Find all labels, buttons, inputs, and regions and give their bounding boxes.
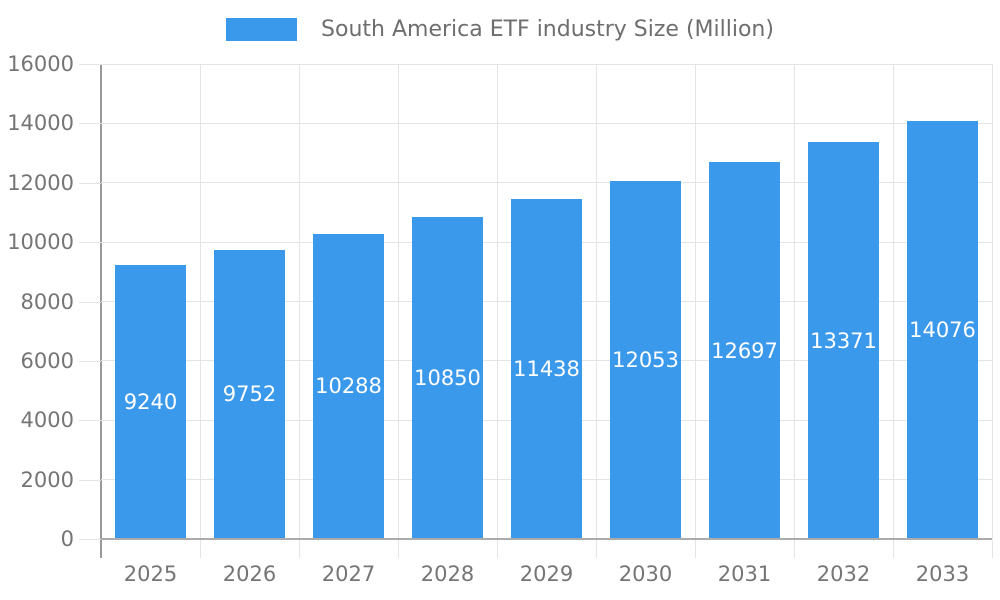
gridline-vertical: [298, 64, 300, 539]
bar-value-label: 10288: [315, 374, 382, 399]
x-axis-tick: [991, 540, 993, 558]
bar[interactable]: [115, 264, 186, 539]
y-axis-tick: [79, 182, 101, 184]
y-axis-tick: [79, 301, 101, 303]
y-tick-label: 16000: [7, 52, 74, 76]
bar[interactable]: [808, 142, 879, 539]
x-axis-tick: [397, 540, 399, 558]
y-tick-label: 4000: [20, 408, 74, 433]
x-tick-label: 2033: [915, 562, 970, 586]
y-tick-label: 10000: [7, 230, 74, 255]
bar[interactable]: [511, 199, 582, 539]
y-tick-label: 8000: [20, 289, 74, 314]
y-axis-line: [100, 64, 102, 558]
gridline-vertical: [892, 64, 894, 539]
gridline-horizontal: [101, 122, 992, 124]
bar[interactable]: [313, 233, 384, 539]
x-axis-tick: [199, 540, 201, 558]
y-axis-tick: [79, 242, 101, 244]
y-axis-tick: [79, 539, 101, 540]
y-axis-tick: [79, 420, 101, 422]
y-tick-label: 2000: [20, 467, 74, 492]
x-axis-tick: [892, 540, 894, 558]
gridline-horizontal: [101, 63, 992, 65]
x-tick-label: 2030: [618, 562, 673, 586]
gridline-vertical: [991, 64, 993, 539]
x-tick-label: 2027: [321, 562, 376, 586]
gridline-horizontal: [101, 182, 992, 184]
y-axis-tick: [79, 123, 101, 125]
y-tick-label: 6000: [20, 348, 74, 373]
bar-value-label: 11438: [513, 357, 580, 382]
gridline-vertical: [397, 64, 399, 539]
x-axis-tick: [298, 540, 300, 558]
x-axis-tick: [496, 540, 498, 558]
plot-area: 9240 9752 10288 10850 11438 12053 12697 13371 14…: [101, 63, 993, 539]
y-axis-tick: [79, 479, 101, 481]
gridline-vertical: [199, 64, 201, 539]
y-tick-label: 0: [60, 527, 74, 551]
y-tick-label: 12000: [7, 170, 74, 195]
x-tick-label: 2029: [519, 562, 574, 586]
bar[interactable]: [214, 249, 285, 539]
gridline-vertical: [595, 64, 597, 539]
x-tick-label: 2026: [222, 562, 277, 586]
gridline-vertical: [694, 64, 696, 539]
bar-value-label: 12053: [612, 348, 679, 373]
bar-value-label: 9240: [123, 389, 178, 414]
bar[interactable]: [412, 216, 483, 539]
x-tick-label: 2031: [717, 562, 772, 586]
x-tick-label: 2028: [420, 562, 475, 586]
x-axis-tick: [793, 540, 795, 558]
bar[interactable]: [907, 121, 978, 539]
legend[interactable]: South America ETF industry Size (Million…: [0, 17, 1000, 42]
legend-swatch: [226, 18, 298, 41]
bar-value-label: 12697: [711, 338, 778, 363]
x-tick-label: 2025: [123, 562, 178, 586]
gridline-vertical: [793, 64, 795, 539]
legend-label: South America ETF industry Size (Million…: [321, 17, 774, 42]
bar-value-label: 10850: [414, 365, 481, 390]
x-axis-tick: [694, 540, 696, 558]
y-axis-tick: [79, 64, 101, 65]
x-tick-label: 2032: [816, 562, 871, 586]
bar-value-label: 9752: [222, 382, 277, 407]
x-axis-line: [101, 538, 992, 540]
gridline-vertical: [496, 64, 498, 539]
bar-value-label: 14076: [909, 318, 976, 343]
bar[interactable]: [709, 162, 780, 539]
y-axis-tick: [79, 360, 101, 362]
x-axis-tick: [595, 540, 597, 558]
bar[interactable]: [610, 181, 681, 539]
bar-value-label: 13371: [810, 328, 877, 353]
y-tick-label: 14000: [7, 111, 74, 136]
